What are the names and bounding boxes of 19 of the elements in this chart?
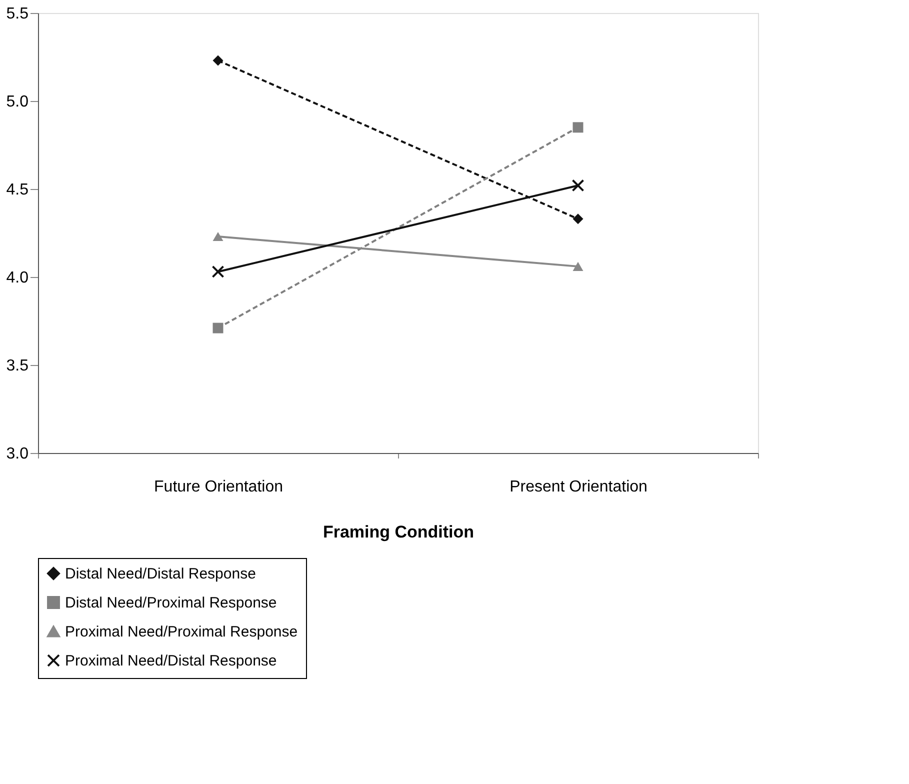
y-tick-label: 4.5 [6, 182, 29, 198]
y-tick-label: 5.0 [6, 94, 29, 110]
x-tick-label: Present Orientation [510, 478, 648, 496]
x-tick-label: Future Orientation [154, 478, 283, 496]
point [212, 55, 224, 66]
y-tick-label: 5.5 [6, 6, 29, 22]
point [572, 179, 584, 192]
legend-label: Distal Need/Distal Response [65, 566, 256, 582]
legend-label: Distal Need/Proximal Response [65, 594, 277, 612]
legend-label: Proximal Need/Proximal Response [65, 624, 298, 640]
y-tick-label: 3.0 [6, 446, 29, 462]
point [212, 265, 224, 278]
y-tick-label: 3.5 [6, 358, 29, 374]
x-axis-title: Framing Condition [322, 522, 474, 542]
point [212, 322, 224, 334]
y-tick-label: 4.0 [6, 270, 29, 286]
point [572, 214, 584, 224]
point [572, 122, 584, 133]
legend-label: Proximal Need/Distal Response [65, 652, 277, 670]
